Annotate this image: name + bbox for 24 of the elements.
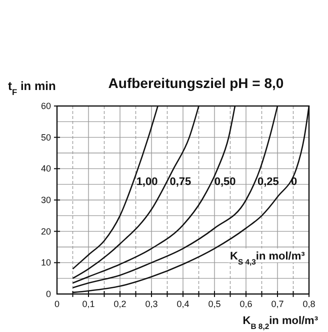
x-tick-label: 0,4 (176, 299, 190, 309)
series-label: 0,50 (214, 176, 236, 188)
y-axis-title: t$_{F}$ in min (8, 79, 56, 97)
x-tick-label: 0,7 (271, 299, 284, 309)
y-tick-label: 50 (40, 132, 51, 142)
y-tick-label: 60 (40, 101, 51, 111)
chart-title: Aufbereitungsziel pH = 8,0 (108, 75, 284, 91)
x-tick-label: 0,8 (302, 299, 316, 309)
x-tick-label: 0 (54, 299, 60, 309)
x-tick-label: 0,1 (82, 299, 95, 309)
y-tick-label: 10 (40, 258, 51, 268)
y-tick-label: 0 (46, 289, 51, 299)
series-label: 0,75 (170, 176, 192, 188)
x-tick-label: 0,3 (145, 299, 158, 309)
legend-title: K$_{S 4,3}$in mol/m³ (230, 250, 306, 266)
series-label: 0,25 (258, 176, 279, 188)
y-tick-label: 20 (40, 226, 51, 236)
y-tick-label: 30 (40, 195, 51, 205)
y-tick-label: 40 (40, 164, 51, 174)
x-tick-label: 0,5 (208, 299, 221, 309)
series-label: 1,00 (136, 176, 158, 188)
x-axis-title: K$_{B 8,2}$in mol/m³ (242, 315, 318, 330)
x-tick-label: 0,6 (240, 299, 252, 309)
x-tick-label: 0,2 (114, 299, 126, 309)
